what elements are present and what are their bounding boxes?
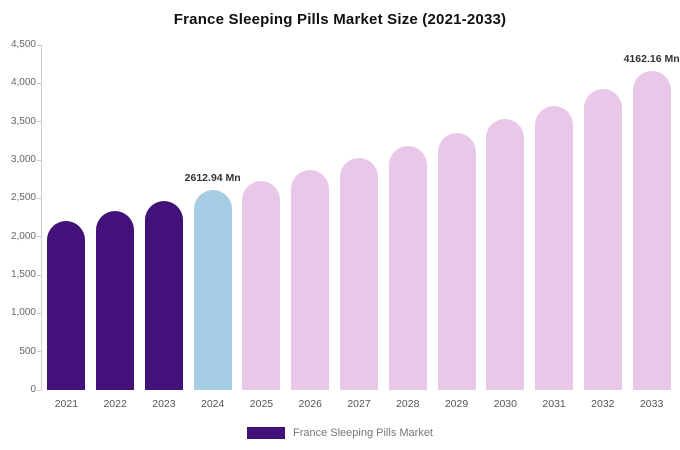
x-axis-label: 2031 (542, 398, 566, 410)
y-tick-label: 2,500 (10, 192, 36, 204)
bar-2031 (535, 105, 574, 390)
y-tick-label: 1,000 (10, 307, 36, 319)
x-axis-label: 2021 (54, 398, 79, 410)
y-tick-label: 500 (19, 345, 36, 357)
bar-2027 (340, 157, 378, 390)
bar-2026 (291, 169, 330, 390)
y-tick-mark (37, 274, 41, 276)
y-tick-mark (37, 159, 41, 161)
y-tick-label: 3,500 (10, 115, 36, 127)
bar-2032 (583, 88, 622, 390)
bar-2029 (437, 133, 476, 390)
bar-2028 (388, 146, 427, 390)
y-tick-mark (37, 197, 41, 199)
x-axis-label: 2033 (639, 398, 664, 410)
y-tick-label: 0 (30, 384, 36, 395)
y-tick-mark (37, 44, 41, 46)
bar-2023 (144, 201, 183, 390)
y-tick-label: 3,000 (10, 154, 36, 165)
y-tick-mark (37, 82, 41, 84)
y-axis-line (41, 45, 42, 390)
x-axis-label: 2023 (152, 398, 176, 410)
y-tick-mark (37, 351, 41, 353)
data-label-2033: 4162.16 Mn (623, 52, 680, 65)
legend-swatch (246, 427, 285, 439)
x-axis-label: 2028 (396, 398, 420, 410)
legend-label: France Sleeping Pills Market (292, 427, 433, 439)
bar-2033 (632, 70, 671, 390)
y-tick-mark (37, 312, 41, 314)
y-tick-mark (37, 236, 41, 238)
bar-2022 (96, 211, 135, 390)
bar-2024 (193, 189, 232, 390)
x-axis-label: 2022 (103, 398, 127, 410)
chart-title: France Sleeping Pills Market Size (2021-… (173, 11, 507, 28)
bar-2030 (486, 119, 525, 390)
y-tick-mark (37, 389, 41, 391)
legend: France Sleeping Pills Market (0, 425, 680, 441)
x-axis-label: 2027 (347, 398, 371, 410)
x-axis-label: 2029 (444, 398, 469, 410)
y-tick-label: 1,500 (10, 269, 36, 280)
x-axis-label: 2030 (493, 398, 517, 410)
data-label-2024: 2612.94 Mn (184, 171, 241, 184)
y-tick-mark (37, 121, 41, 123)
bar-2025 (242, 180, 281, 390)
y-tick-label: 4,000 (10, 77, 36, 89)
y-tick-label: 4,500 (10, 39, 36, 50)
x-axis-label: 2026 (298, 398, 322, 410)
x-axis-label: 2032 (591, 398, 615, 410)
x-axis-label: 2025 (249, 398, 274, 410)
x-axis-label: 2024 (201, 398, 225, 410)
bar-2021 (47, 221, 86, 390)
y-tick-label: 2,000 (10, 230, 36, 242)
